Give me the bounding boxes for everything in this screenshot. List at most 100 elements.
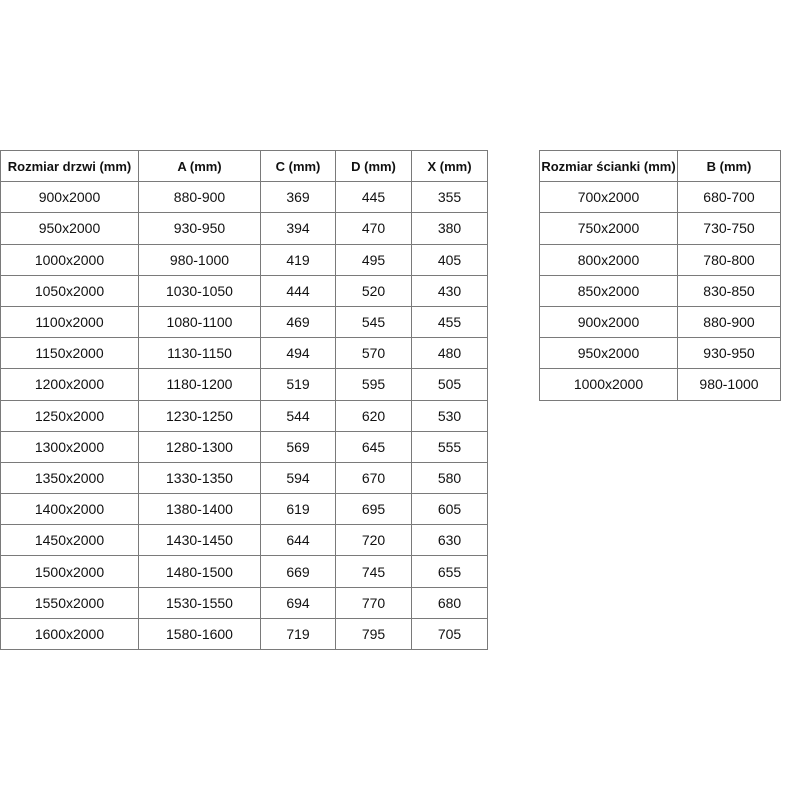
table-cell: 730-750 — [677, 212, 781, 245]
table-cell: 1180-1200 — [138, 368, 261, 401]
table-cell: 880-900 — [138, 181, 261, 214]
table-cell: 694 — [260, 586, 336, 619]
table-cell: 620 — [335, 399, 412, 432]
table-cell: 950x2000 — [539, 337, 678, 370]
table-cell: 830-850 — [677, 274, 781, 307]
table-cell: 980-1000 — [677, 368, 781, 401]
table-cell: 1550x2000 — [0, 586, 139, 619]
table-cell: 1300x2000 — [0, 430, 139, 463]
table-cell: 605 — [411, 493, 488, 526]
table-cell: 1130-1150 — [138, 337, 261, 370]
table-cell: 494 — [260, 337, 336, 370]
table-cell: 519 — [260, 368, 336, 401]
table-cell: 430 — [411, 274, 488, 307]
table-row: 950x2000 930-950 394 470 380 — [0, 212, 488, 245]
table-cell: 645 — [335, 430, 412, 463]
table-cell: 719 — [260, 617, 336, 651]
column-header: C (mm) — [260, 149, 336, 183]
table-cell: 355 — [411, 181, 488, 214]
table-cell: 700x2000 — [539, 181, 678, 214]
table-row: 700x2000 680-700 — [539, 181, 781, 214]
table-cell: 455 — [411, 305, 488, 339]
table-cell: 720 — [335, 524, 412, 557]
table-cell: 469 — [260, 305, 336, 339]
table-cell: 705 — [411, 617, 488, 651]
table-cell: 655 — [411, 555, 488, 588]
table-row: 750x2000 730-750 — [539, 212, 781, 245]
table-row: 1350x2000 1330-1350 594 670 580 — [0, 461, 488, 495]
table-cell: 1150x2000 — [0, 337, 139, 370]
table-cell: 770 — [335, 586, 412, 619]
table-row: 900x2000 880-900 369 445 355 — [0, 181, 488, 214]
table-cell: 1000x2000 — [539, 368, 678, 401]
table-cell: 669 — [260, 555, 336, 588]
table-row: 1600x2000 1580-1600 719 795 705 — [0, 617, 488, 651]
table-cell: 619 — [260, 493, 336, 526]
table-cell: 850x2000 — [539, 274, 678, 307]
table-row: 1450x2000 1430-1450 644 720 630 — [0, 524, 488, 557]
table-cell: 1580-1600 — [138, 617, 261, 651]
door-size-table: Rozmiar drzwi (mm) A (mm) C (mm) D (mm) X (m… — [0, 149, 488, 651]
table-cell: 445 — [335, 181, 412, 214]
table-cell: 780-800 — [677, 243, 781, 276]
table-row: 1150x2000 1130-1150 494 570 480 — [0, 337, 488, 370]
table-cell: 980-1000 — [138, 243, 261, 276]
table-cell: 580 — [411, 461, 488, 495]
table-cell: 1330-1350 — [138, 461, 261, 495]
table-row: 1400x2000 1380-1400 619 695 605 — [0, 493, 488, 526]
table-cell: 1400x2000 — [0, 493, 139, 526]
table-cell: 594 — [260, 461, 336, 495]
column-header: X (mm) — [411, 149, 488, 183]
table-cell: 480 — [411, 337, 488, 370]
table-cell: 1380-1400 — [138, 493, 261, 526]
table-cell: 544 — [260, 399, 336, 432]
table-row: 1550x2000 1530-1550 694 770 680 — [0, 586, 488, 619]
table-row: 900x2000 880-900 — [539, 305, 781, 339]
table-cell: 795 — [335, 617, 412, 651]
wall-size-table: Rozmiar ścianki (mm) B (mm) 700x2000 680-7… — [539, 149, 781, 401]
table-cell: 1050x2000 — [0, 274, 139, 307]
table-cell: 750x2000 — [539, 212, 678, 245]
table-cell: 1080-1100 — [138, 305, 261, 339]
table-cell: 419 — [260, 243, 336, 276]
table-cell: 569 — [260, 430, 336, 463]
table-cell: 695 — [335, 493, 412, 526]
column-header: D (mm) — [335, 149, 412, 183]
table-cell: 1100x2000 — [0, 305, 139, 339]
table-cell: 900x2000 — [0, 181, 139, 214]
table-row: 1300x2000 1280-1300 569 645 555 — [0, 430, 488, 463]
table-row: 950x2000 930-950 — [539, 337, 781, 370]
table-cell: 930-950 — [677, 337, 781, 370]
table-cell: 800x2000 — [539, 243, 678, 276]
table-cell: 950x2000 — [0, 212, 139, 245]
table-cell: 495 — [335, 243, 412, 276]
table-cell: 470 — [335, 212, 412, 245]
table-header-row: Rozmiar drzwi (mm) A (mm) C (mm) D (mm) X (m… — [0, 149, 488, 183]
table-cell: 900x2000 — [539, 305, 678, 339]
table-cell: 444 — [260, 274, 336, 307]
table-cell: 1230-1250 — [138, 399, 261, 432]
table-cell: 1000x2000 — [0, 243, 139, 276]
table-row: 1100x2000 1080-1100 469 545 455 — [0, 305, 488, 339]
table-cell: 1030-1050 — [138, 274, 261, 307]
table-cell: 405 — [411, 243, 488, 276]
table-cell: 1480-1500 — [138, 555, 261, 588]
table-row: 850x2000 830-850 — [539, 274, 781, 307]
table-cell: 545 — [335, 305, 412, 339]
table-cell: 680-700 — [677, 181, 781, 214]
table-cell: 520 — [335, 274, 412, 307]
table-cell: 630 — [411, 524, 488, 557]
table-row: 1250x2000 1230-1250 544 620 530 — [0, 399, 488, 432]
table-row: 1050x2000 1030-1050 444 520 430 — [0, 274, 488, 307]
table-cell: 1250x2000 — [0, 399, 139, 432]
table-row: 1200x2000 1180-1200 519 595 505 — [0, 368, 488, 401]
table-cell: 394 — [260, 212, 336, 245]
table-cell: 380 — [411, 212, 488, 245]
table-cell: 670 — [335, 461, 412, 495]
table-cell: 555 — [411, 430, 488, 463]
table-cell: 880-900 — [677, 305, 781, 339]
table-cell: 1280-1300 — [138, 430, 261, 463]
table-cell: 1600x2000 — [0, 617, 139, 651]
column-header: B (mm) — [677, 149, 781, 183]
table-cell: 530 — [411, 399, 488, 432]
